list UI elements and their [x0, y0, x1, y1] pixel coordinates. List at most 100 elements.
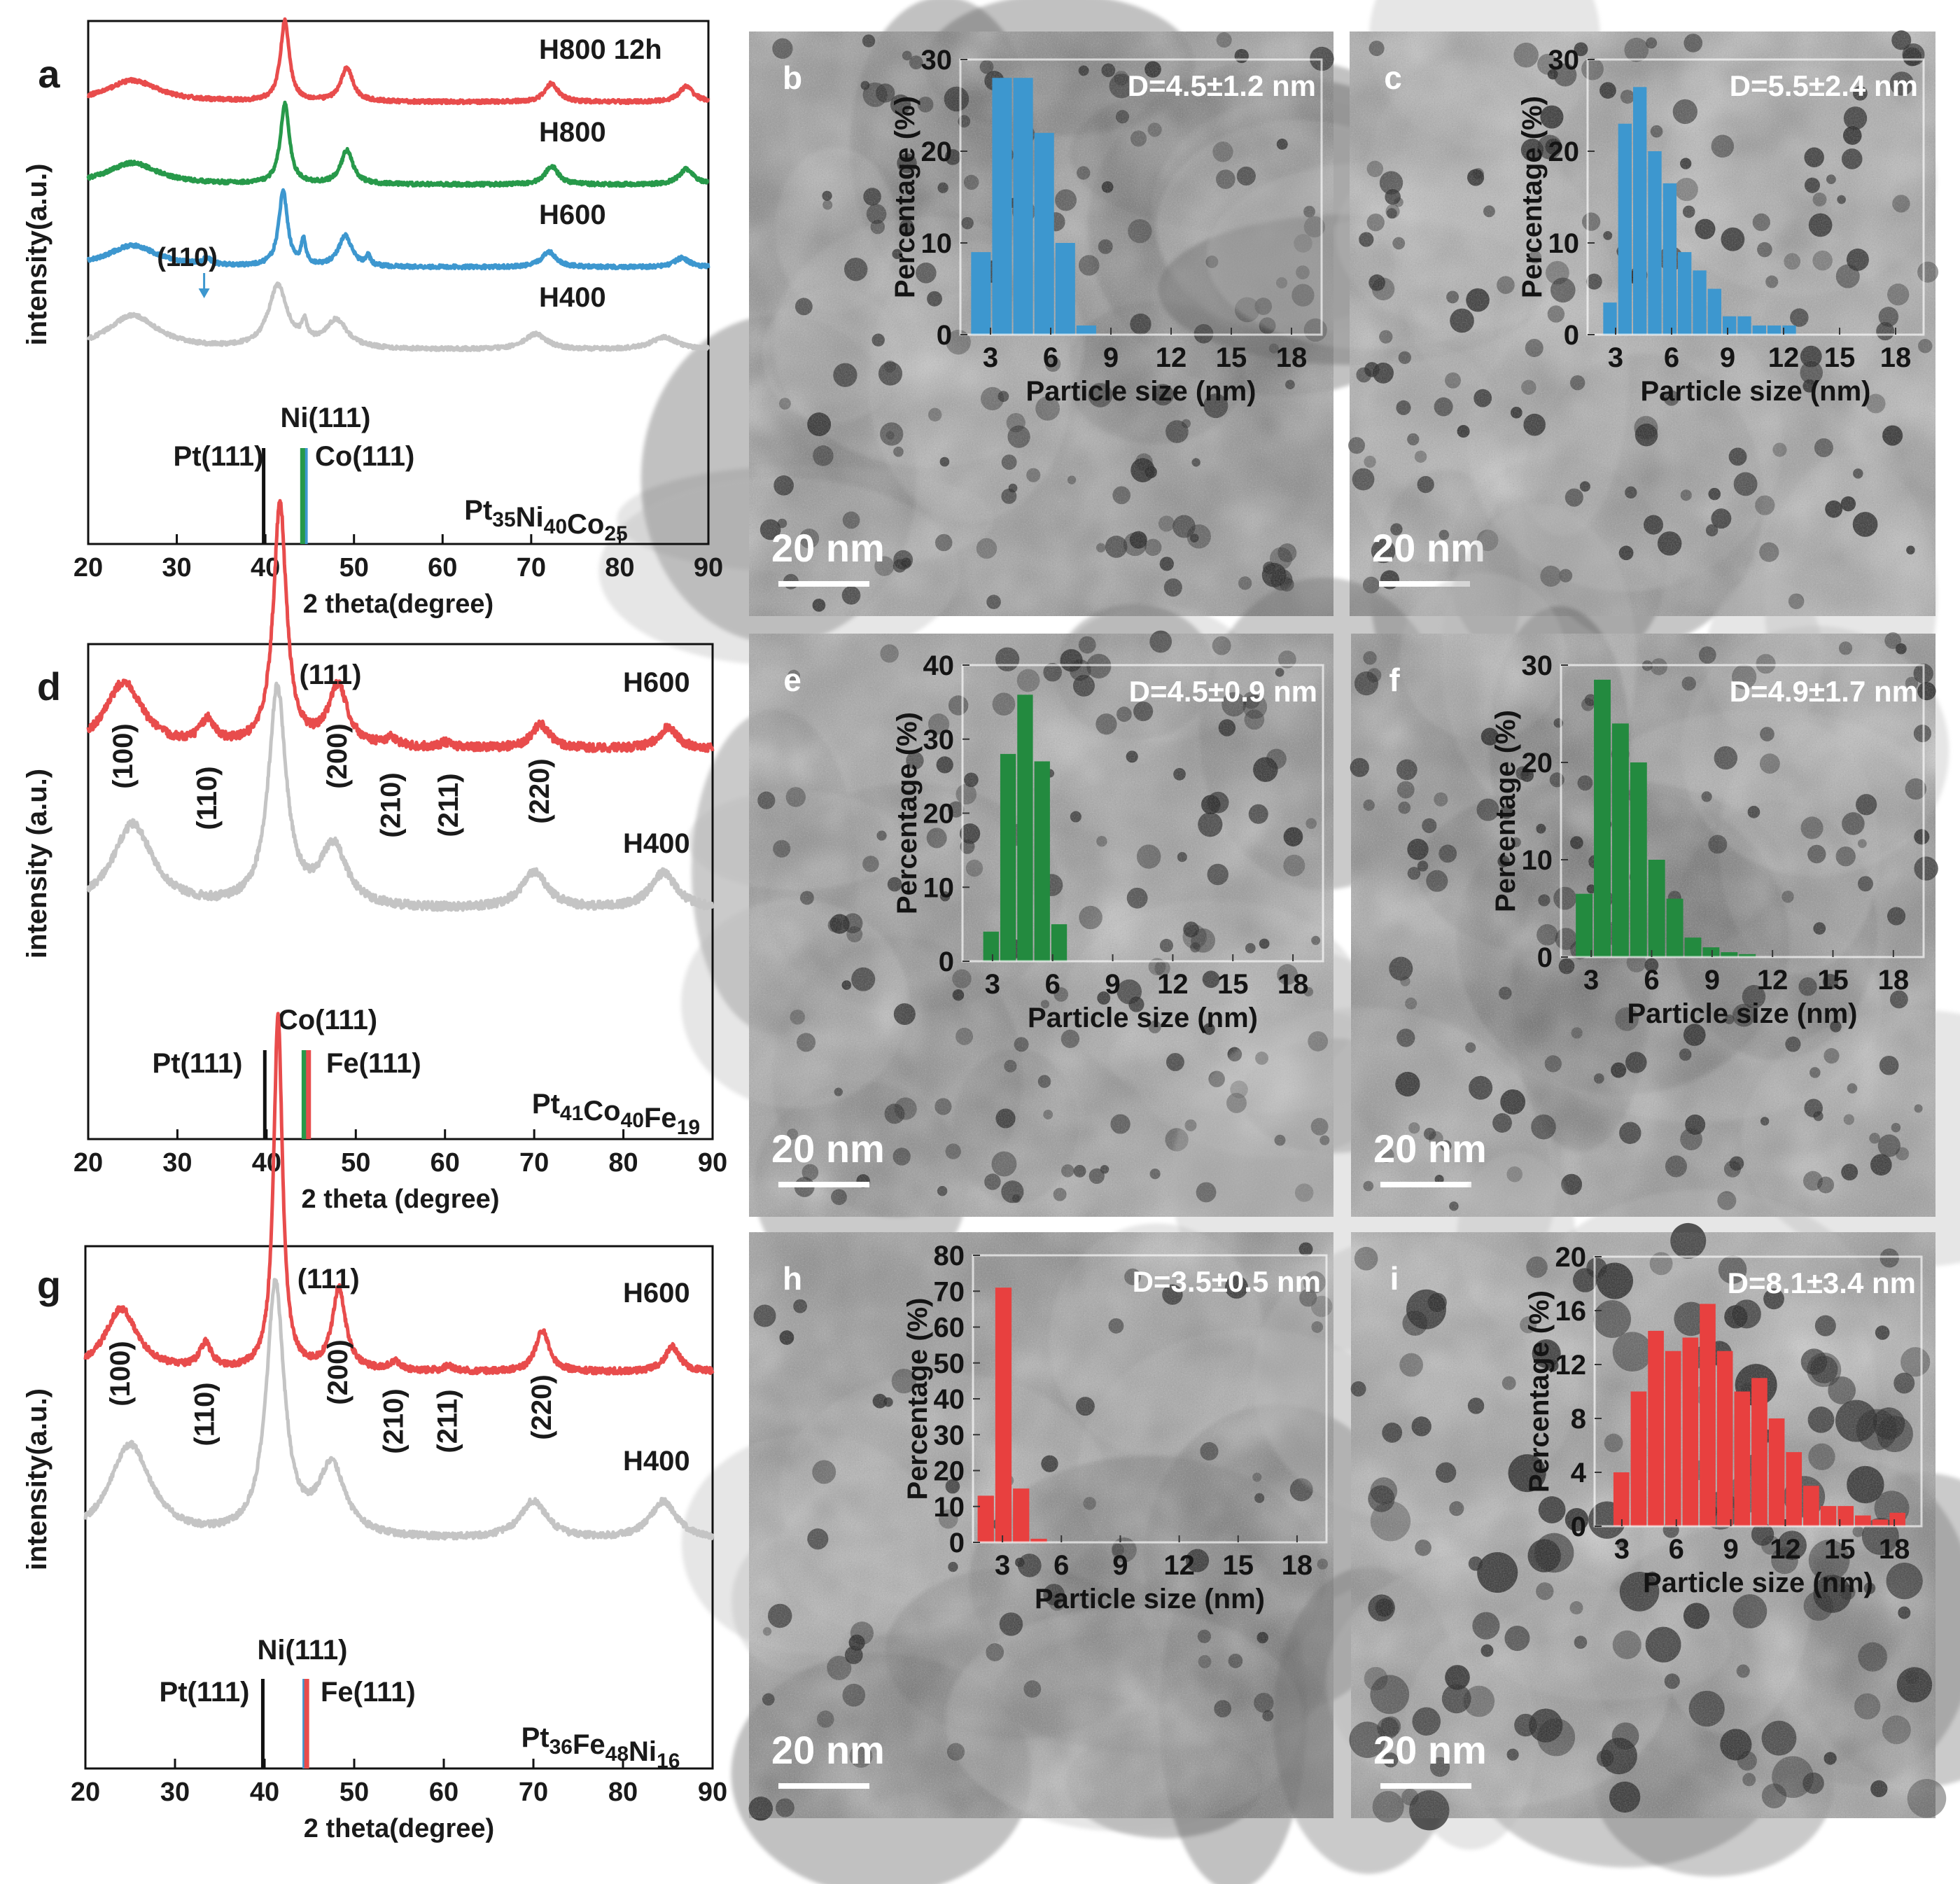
histogram-bar	[995, 1288, 1012, 1542]
size-statistic: D=3.5±0.5 nm	[1133, 1265, 1321, 1298]
panel-letter-d: d	[37, 664, 61, 709]
histogram-bar	[1648, 1330, 1664, 1526]
x-tick-label: 15	[1824, 342, 1856, 373]
histogram-bar	[1723, 316, 1737, 335]
element-symbol: Fe	[573, 1729, 606, 1760]
y-tick-label: 60	[934, 1313, 965, 1344]
x-axis-label: 2 theta (degree)	[302, 1185, 500, 1214]
y-tick-label: 10	[934, 1492, 965, 1523]
x-tick-label: 6	[1669, 1534, 1684, 1565]
x-tick-label: 70	[517, 553, 546, 582]
histogram-bar	[1721, 952, 1738, 957]
element-subscript: 36	[550, 1736, 573, 1759]
composition-label: Pt35Ni40Co25	[464, 495, 627, 545]
xrd-trace-h600	[86, 498, 715, 753]
hkl-label: (110)	[190, 1382, 220, 1446]
x-tick-label: 9	[1720, 342, 1735, 373]
panel-letter-b: b	[783, 60, 802, 96]
xrd-panel-d: d 20 30 40 50 60 70 80 90 2 theta (degree) intensi…	[22, 498, 727, 1214]
histogram-bar	[1684, 937, 1702, 957]
histogram-bar	[1716, 1351, 1733, 1526]
xrd-trace-h800	[86, 100, 710, 188]
histogram-bar	[1751, 1378, 1768, 1526]
y-tick-label: 30	[1548, 45, 1580, 76]
y-axis-label: intensity(a.u.)	[22, 163, 52, 345]
annotation-label: (110)	[157, 243, 218, 272]
x-tick-label: 15	[1824, 1534, 1856, 1565]
histogram-e: 0 10 20 30 40 3 6 9 12 15 18 Particle size (nm) Perc…	[892, 650, 1324, 1033]
x-tick-label: 9	[1723, 1534, 1738, 1565]
x-axis-label: Particle size (nm)	[1640, 376, 1870, 407]
element-subscript: 25	[604, 522, 627, 545]
x-tick-label: 15	[1223, 1550, 1254, 1581]
y-tick-label: 30	[934, 1420, 965, 1451]
panel-letter-h: h	[783, 1260, 802, 1297]
element-subscript: 41	[560, 1102, 583, 1125]
x-tick-label: 9	[1112, 1550, 1128, 1581]
x-tick-label: 12	[1770, 1534, 1801, 1565]
histogram-bar	[1782, 325, 1796, 335]
y-axis-label: Percentage (%)	[892, 712, 923, 914]
y-tick-label: 50	[934, 1348, 965, 1379]
histogram-bar	[1603, 302, 1617, 335]
tem-image-h: h 20 nm	[681, 1223, 1427, 1884]
histogram-b: 0 10 20 30 3 6 9 12 15 18 Particle size (nm) Percen…	[890, 45, 1323, 407]
hkl-label: (210)	[375, 772, 406, 837]
hkl-label: (110)	[192, 766, 223, 830]
x-tick-label: 20	[71, 1778, 100, 1807]
histogram-bar	[1682, 1337, 1699, 1526]
composition-label: Pt41Co40Fe19	[532, 1089, 700, 1139]
histogram-bar	[1055, 243, 1075, 335]
histogram-bar	[1678, 252, 1692, 335]
size-statistic: D=4.5±1.2 nm	[1128, 69, 1316, 102]
y-tick-label: 12	[1555, 1350, 1587, 1381]
composition-label: Pt36Fe48Ni16	[522, 1722, 680, 1773]
histogram-bar	[1700, 1304, 1716, 1526]
element-subscript: 35	[492, 508, 515, 531]
y-tick-label: 0	[1564, 320, 1579, 351]
hkl-label: (200)	[323, 1339, 354, 1404]
histogram-bar	[992, 78, 1012, 335]
hkl-label: (211)	[432, 1389, 463, 1453]
scale-bar-label: 20 nm	[1373, 1728, 1487, 1772]
hkl-label: (220)	[524, 758, 555, 823]
x-tick-label: 18	[1278, 969, 1309, 1000]
scale-bar	[778, 581, 869, 587]
element-symbol: Co	[583, 1096, 620, 1126]
histogram-bar	[1837, 1506, 1854, 1526]
y-tick-label: 40	[923, 650, 955, 681]
x-tick-label: 18	[1878, 965, 1910, 996]
y-tick-label: 0	[939, 947, 954, 977]
reference-label: Co(111)	[315, 441, 414, 472]
x-tick-label: 12	[1768, 342, 1800, 373]
reference-label: Ni(111)	[281, 403, 371, 433]
histogram-bar	[1662, 183, 1676, 335]
histogram-frame	[1593, 1255, 1923, 1528]
histogram-bar	[1768, 325, 1782, 335]
element-symbol: Pt	[522, 1722, 550, 1753]
histogram-bar	[1739, 954, 1756, 957]
panel-letter-a: a	[38, 52, 60, 96]
x-tick-label: 6	[1045, 969, 1060, 1000]
y-axis-label: Percentage (%)	[890, 96, 920, 298]
x-tick-label: 80	[608, 1778, 638, 1807]
scale-bar	[778, 1783, 869, 1789]
x-tick-label: 18	[1880, 342, 1912, 373]
x-tick-label: 80	[608, 1148, 638, 1178]
scale-bar	[778, 1182, 869, 1187]
histogram-bar	[1051, 924, 1068, 961]
hkl-label: (220)	[526, 1374, 557, 1439]
x-tick-label: 15	[1217, 969, 1249, 1000]
series-label: H600	[539, 200, 606, 230]
x-axis-label: Particle size (nm)	[1643, 1568, 1873, 1598]
series-label: H800 12h	[539, 34, 662, 65]
y-tick-label: 70	[934, 1276, 965, 1307]
scale-bar-label: 20 nm	[771, 526, 885, 570]
histogram-bar	[1693, 270, 1707, 335]
x-tick-label: 15	[1817, 965, 1849, 996]
x-tick-label: 3	[1614, 1534, 1630, 1565]
y-tick-label: 30	[921, 45, 953, 76]
x-tick-label: 12	[1156, 342, 1187, 373]
x-tick-label: 30	[162, 1148, 192, 1178]
xrd-trace-h600	[83, 1012, 715, 1376]
